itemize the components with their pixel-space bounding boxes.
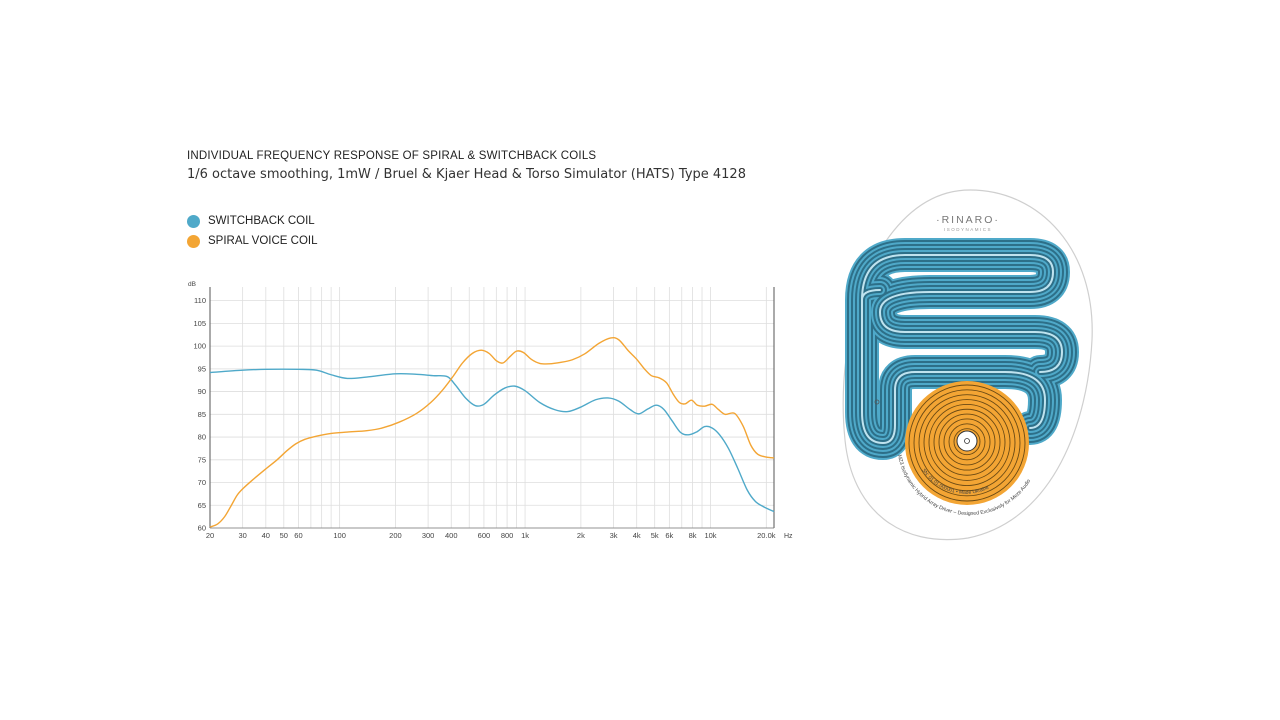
y-tick-label: 100 <box>193 342 206 351</box>
legend-dot-spiral <box>187 234 200 248</box>
driver-brand-logo: ·RINARO· ISODYNAMICS <box>936 214 1000 232</box>
spiral-ring <box>953 428 981 456</box>
x-tick-label: 10k <box>704 531 716 540</box>
switchback-coil-grooves <box>845 238 1079 460</box>
spiral-ring <box>923 399 1011 486</box>
x-tick-label: 20 <box>206 531 214 540</box>
spiral-ring <box>943 418 991 466</box>
legend-item-switchback: SWITCHBACK COIL <box>187 211 318 231</box>
x-tick-label: 600 <box>478 531 491 540</box>
y-tick-label: 105 <box>193 319 206 328</box>
brand-subtitle: ISODYNAMICS <box>944 227 992 232</box>
brand-name: ·RINARO· <box>936 214 1000 226</box>
chart-title: INDIVIDUAL FREQUENCY RESPONSE OF SPIRAL … <box>187 150 597 162</box>
x-tick-label: 2k <box>577 531 585 540</box>
x-axis-label: Hz <box>784 533 793 540</box>
x-tick-label: 1k <box>521 531 529 540</box>
y-tick-label: 95 <box>198 364 206 373</box>
x-tick-label: 40 <box>262 531 270 540</box>
y-tick-label: 90 <box>198 387 206 396</box>
switchback-center-highlight <box>861 254 1064 445</box>
driver-coil-illustration: ·RINARO· ISODYNAMICS MZ3 Isodynamic Hybr… <box>842 189 1093 541</box>
x-tick-label: 300 <box>422 531 435 540</box>
y-tick-label: 80 <box>198 433 206 442</box>
x-tick-label: 20.0k <box>757 531 776 540</box>
spiral-ring <box>928 403 1006 481</box>
x-tick-label: 3k <box>610 531 618 540</box>
y-tick-label: 85 <box>198 410 206 419</box>
series-line-spiral-voice-coil <box>209 336 775 528</box>
legend-label-switchback: SWITCHBACK COIL <box>208 215 315 227</box>
x-tick-label: 50 <box>280 531 288 540</box>
x-tick-label: 400 <box>445 531 458 540</box>
legend-dot-switchback <box>187 214 200 228</box>
x-tick-label: 4k <box>633 531 641 540</box>
chart-legend: SWITCHBACK COIL SPIRAL VOICE COIL <box>187 211 318 251</box>
spiral-ring <box>908 384 1026 502</box>
x-tick-label: 5k <box>651 531 659 540</box>
spiral-ring <box>918 394 1016 492</box>
mounting-hole-icon <box>874 399 880 405</box>
spiral-ring <box>913 389 1021 497</box>
y-tick-label: 60 <box>198 524 206 533</box>
x-tick-label: 8k <box>689 531 697 540</box>
y-tick-label: 75 <box>198 455 206 464</box>
spiral-ring <box>938 413 996 471</box>
spiral-ring <box>948 423 986 461</box>
spiral-ring <box>933 408 1001 476</box>
x-tick-label: 800 <box>501 531 514 540</box>
y-tick-label: 110 <box>194 296 206 305</box>
legend-label-spiral: SPIRAL VOICE COIL <box>208 235 318 247</box>
x-tick-label: 6k <box>665 531 673 540</box>
legend-item-spiral: SPIRAL VOICE COIL <box>187 231 318 251</box>
y-axis-label: dB <box>188 281 196 288</box>
frequency-response-chart: 60 65 70 75 80 85 90 95 100 105 110 dB 20 30 40 50 60 100… <box>188 281 793 540</box>
y-tick-label: 65 <box>198 501 206 510</box>
x-tick-label: 30 <box>238 531 246 540</box>
y-tick-label: 70 <box>198 478 206 487</box>
chart-subtitle: 1/6 octave smoothing, 1mW / Bruel & Kjae… <box>187 167 746 182</box>
series-line-switchback-coil <box>209 368 775 513</box>
spiral-coil-icon <box>905 381 1029 505</box>
x-tick-label: 60 <box>294 531 302 540</box>
x-tick-label: 100 <box>333 531 346 540</box>
x-tick-label: 200 <box>389 531 402 540</box>
